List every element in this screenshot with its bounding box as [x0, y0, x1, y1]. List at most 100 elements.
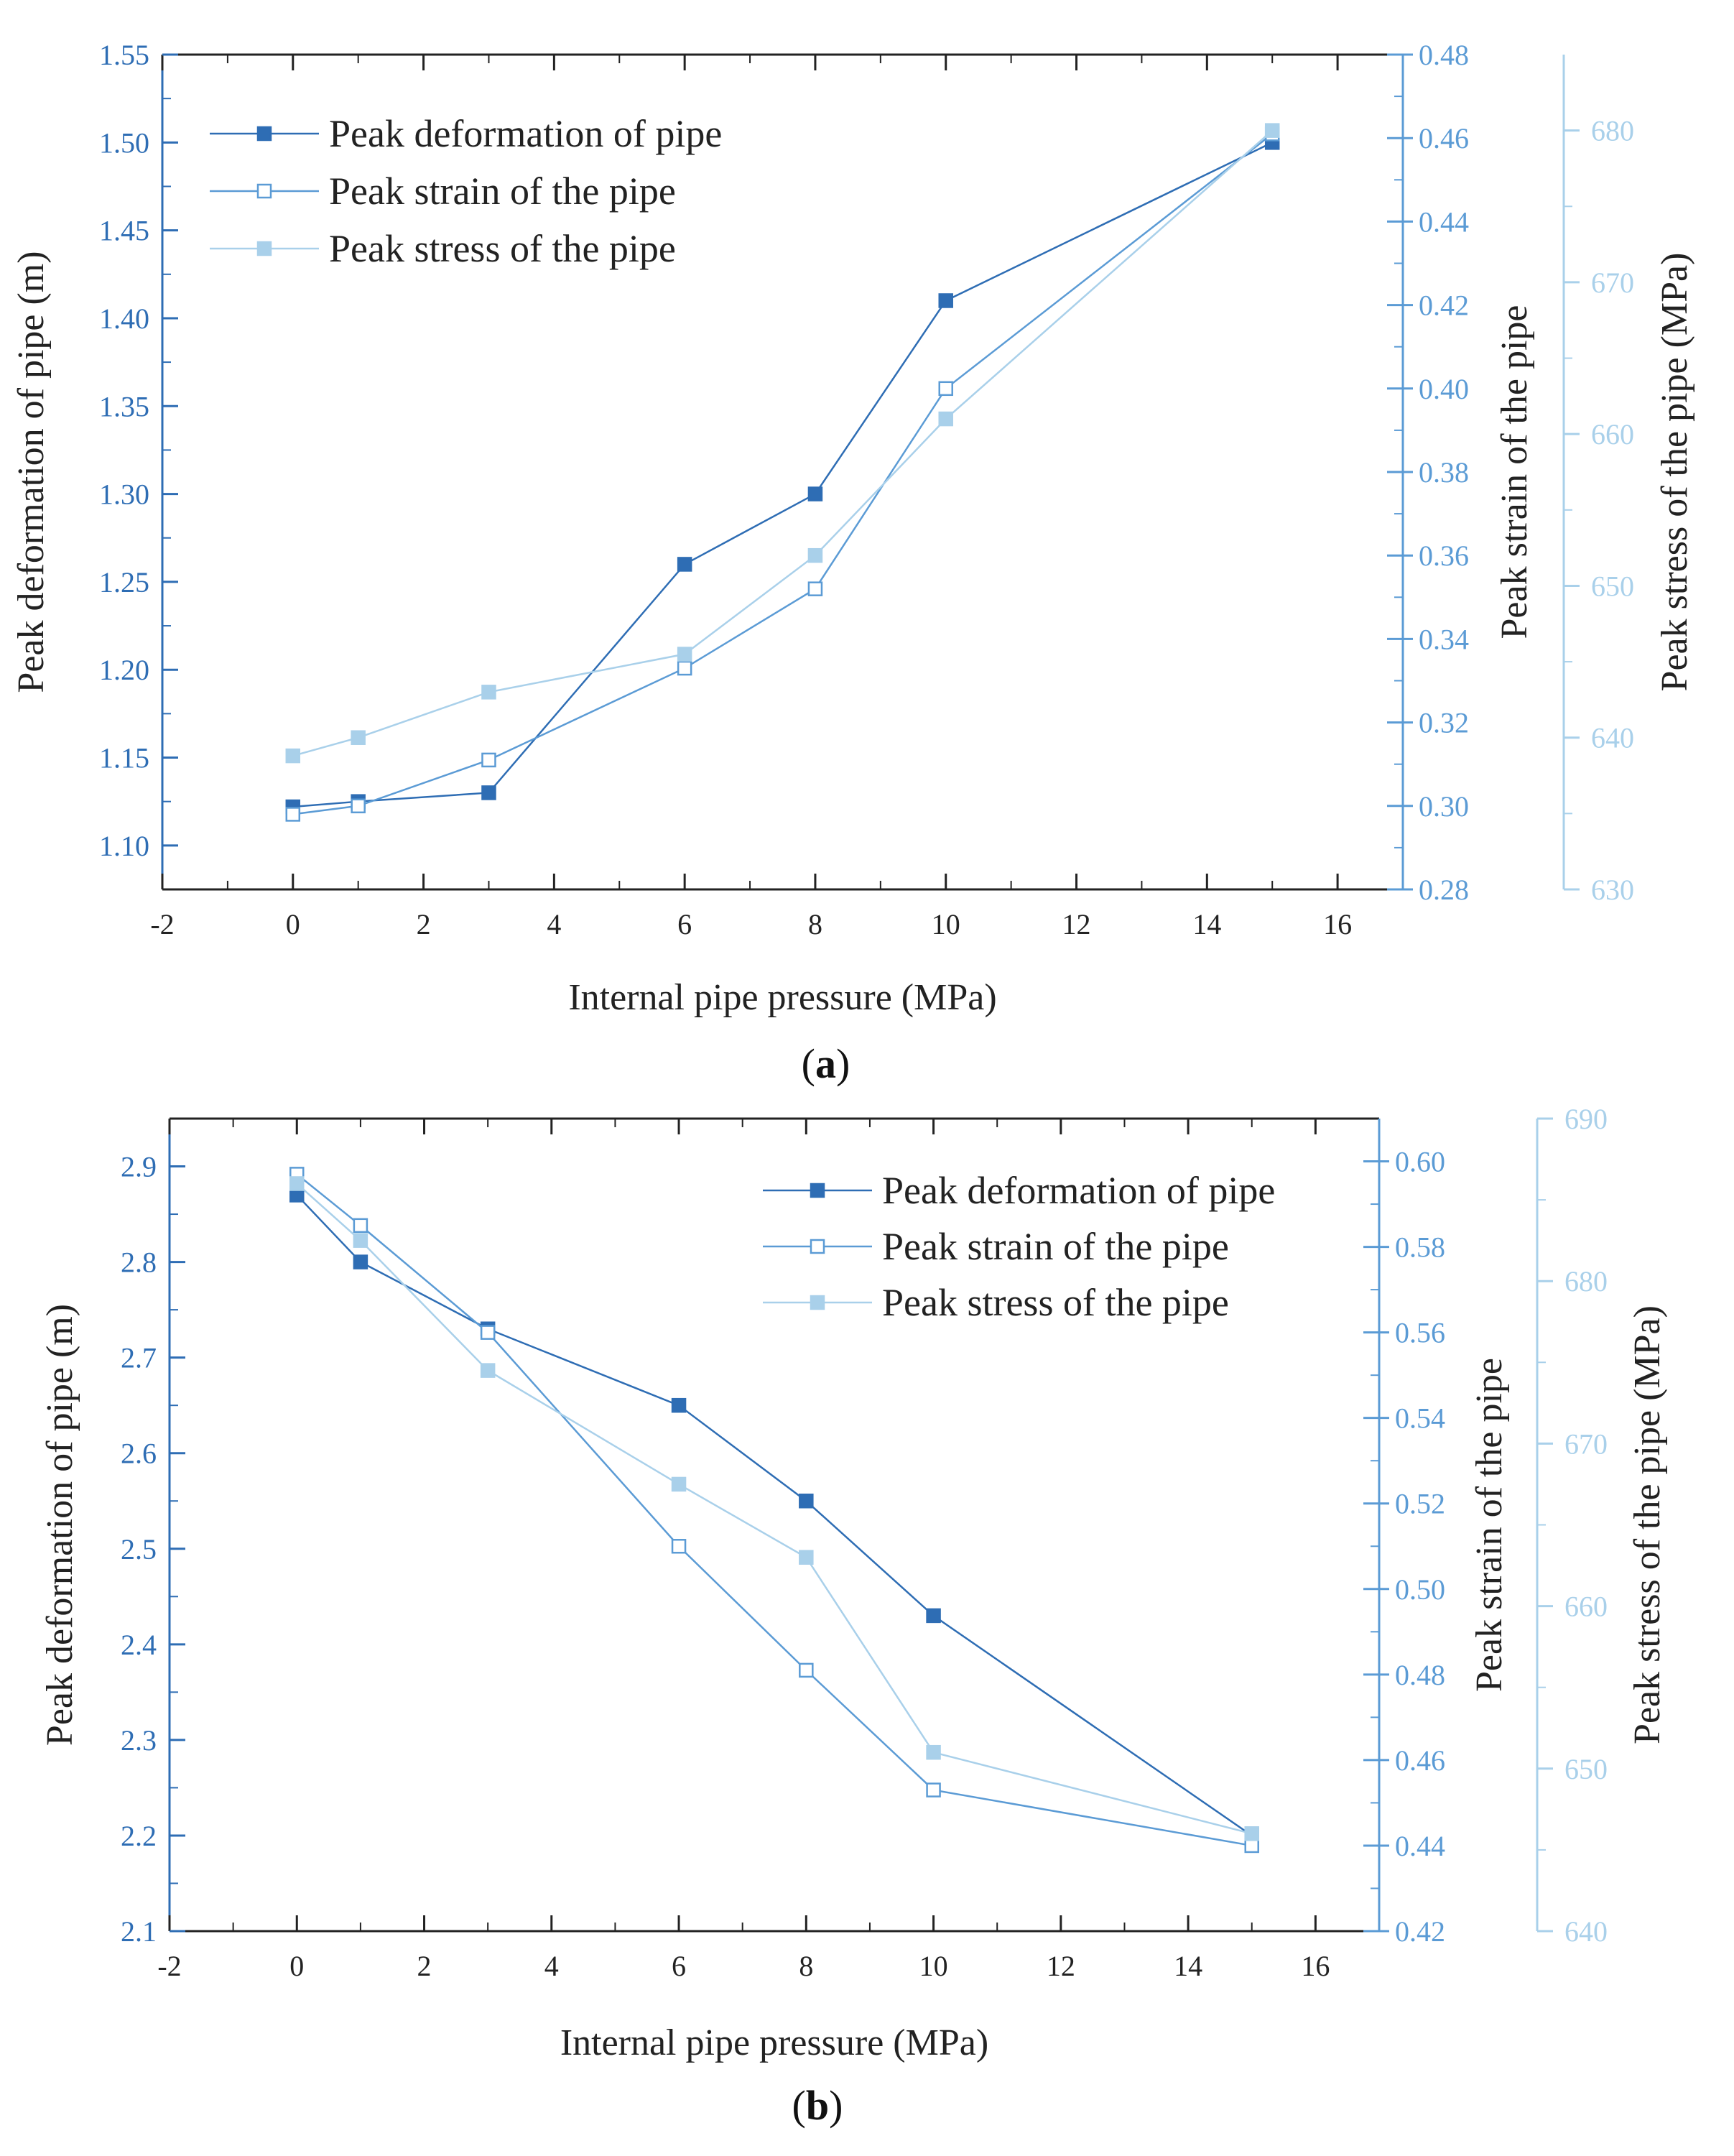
stress-tick-label: 670 — [1591, 267, 1634, 299]
x-tick-label: 10 — [932, 908, 960, 940]
deformation-tick-label: 1.25 — [99, 566, 149, 598]
deformation-axis-title: Peak deformation of pipe (m) — [11, 251, 52, 693]
stress-data-point — [1244, 1826, 1259, 1841]
strain-data-point — [480, 1325, 496, 1340]
deformation-tick-label: 1.50 — [99, 126, 149, 159]
stress-data-point — [481, 685, 496, 700]
strain-tick-label: 0.44 — [1419, 205, 1469, 238]
legend-label-stress: Peak stress of the pipe — [882, 1281, 1229, 1324]
caption-close-paren: ) — [836, 1040, 850, 1087]
caption-open-paren: ( — [792, 2082, 806, 2129]
stress-tick-label: 680 — [1591, 115, 1634, 147]
legend-label-strain: Peak strain of the pipe — [329, 170, 676, 213]
legend-marker-strain — [256, 183, 272, 199]
deformation-tick-label: 2.4 — [121, 1629, 157, 1661]
deformation-tick-label: 1.15 — [99, 742, 149, 774]
x-tick-label: -2 — [150, 908, 174, 940]
stress-data-point — [351, 730, 366, 745]
strain-data-point — [671, 1539, 687, 1554]
deformation-tick-label: 2.5 — [121, 1533, 157, 1565]
stress-tick-label: 670 — [1564, 1428, 1608, 1460]
legend-label-strain: Peak strain of the pipe — [882, 1225, 1229, 1268]
strain-tick-label: 0.42 — [1419, 290, 1469, 322]
stress-data-point — [926, 1744, 941, 1760]
x-tick-label: 2 — [417, 908, 431, 940]
deformation-tick-label: 1.35 — [99, 390, 149, 422]
deformation-data-point — [353, 1254, 368, 1269]
x-tick-label: 4 — [547, 908, 561, 940]
strain-series-line — [296, 1173, 1252, 1847]
x-tick-label: 6 — [672, 1950, 686, 1982]
strain-data-point — [1244, 1838, 1259, 1854]
deformation-tick-label: 1.30 — [99, 478, 149, 511]
x-tick-label: 14 — [1192, 908, 1221, 940]
strain-data-point — [481, 752, 496, 768]
strain-tick-label: 0.42 — [1395, 1915, 1445, 1948]
strain-tick-label: 0.28 — [1419, 874, 1469, 906]
x-tick-label: 8 — [799, 1950, 813, 1982]
stress-axis-title: Peak stress of the pipe (MPa) — [1654, 253, 1695, 692]
deformation-tick-label: 2.8 — [121, 1246, 157, 1279]
deformation-tick-label: 2.6 — [121, 1438, 157, 1470]
x-tick-label: 8 — [808, 908, 822, 940]
x-tick-label: 10 — [919, 1950, 948, 1982]
deformation-tick-label: 2.1 — [121, 1915, 157, 1948]
strain-tick-label: 0.44 — [1395, 1830, 1445, 1862]
x-tick-label: -2 — [157, 1950, 181, 1982]
strain-tick-label: 0.58 — [1395, 1231, 1445, 1264]
legend-marker-stress — [256, 241, 272, 256]
deformation-tick-label: 2.3 — [121, 1724, 157, 1757]
strain-tick-label: 0.52 — [1395, 1488, 1445, 1520]
stress-axis-title: Peak stress of the pipe (MPa) — [1627, 1305, 1668, 1744]
strain-tick-label: 0.48 — [1419, 39, 1469, 71]
x-tick-label: 14 — [1174, 1950, 1202, 1982]
deformation-tick-label: 1.10 — [99, 830, 149, 862]
deformation-tick-label: 1.55 — [99, 39, 149, 71]
caption-letter: b — [806, 2082, 829, 2129]
deformation-tick-label: 2.9 — [121, 1151, 157, 1183]
strain-tick-label: 0.48 — [1395, 1659, 1445, 1691]
stress-data-point — [1264, 123, 1280, 138]
x-axis-title: Internal pipe pressure (MPa) — [560, 2022, 988, 2063]
deformation-tick-label: 1.40 — [99, 302, 149, 335]
caption-open-paren: ( — [802, 1040, 815, 1087]
stress-data-point — [938, 411, 953, 427]
caption-close-paren: ) — [829, 2082, 843, 2129]
deformation-data-point — [938, 293, 953, 308]
stress-data-point — [285, 748, 301, 764]
x-tick-label: 0 — [289, 1950, 304, 1982]
stress-data-point — [677, 647, 692, 662]
strain-data-point — [938, 381, 953, 397]
stress-tick-label: 680 — [1564, 1265, 1608, 1297]
strain-axis-title: Peak strain of the pipe — [1469, 1358, 1510, 1692]
stress-series-line — [292, 129, 1274, 757]
stress-data-point — [289, 1176, 305, 1191]
deformation-data-point — [807, 486, 823, 501]
figure-caption-a: (a) — [802, 1040, 850, 1087]
stress-tick-label: 650 — [1564, 1753, 1608, 1785]
strain-tick-label: 0.54 — [1395, 1402, 1445, 1435]
deformation-data-point — [671, 1397, 687, 1413]
legend-marker-deformation — [256, 126, 272, 142]
strain-tick-label: 0.60 — [1395, 1146, 1445, 1178]
strain-tick-label: 0.46 — [1395, 1744, 1445, 1777]
strain-data-point — [799, 1662, 814, 1678]
stress-tick-label: 640 — [1591, 722, 1634, 754]
stress-data-point — [480, 1363, 496, 1378]
strain-data-point — [353, 1218, 368, 1234]
legend-label-deformation: Peak deformation of pipe — [882, 1169, 1275, 1212]
strain-data-point — [351, 798, 366, 814]
deformation-tick-label: 1.20 — [99, 654, 149, 686]
strain-tick-label: 0.50 — [1395, 1573, 1445, 1606]
chart-panel-a: -2 0 2 4 6 8 10 12 14 16 Internal pipe pressure (M… — [11, 39, 1695, 1087]
caption-letter: a — [815, 1040, 836, 1087]
strain-data-point — [677, 660, 692, 676]
legend-marker-strain — [810, 1239, 825, 1254]
strain-tick-label: 0.40 — [1419, 373, 1469, 405]
strain-tick-label: 0.46 — [1419, 122, 1469, 154]
x-tick-label: 2 — [417, 1950, 432, 1982]
stress-tick-label: 640 — [1564, 1915, 1608, 1948]
x-tick-label: 0 — [286, 908, 300, 940]
stress-data-point — [671, 1476, 687, 1492]
